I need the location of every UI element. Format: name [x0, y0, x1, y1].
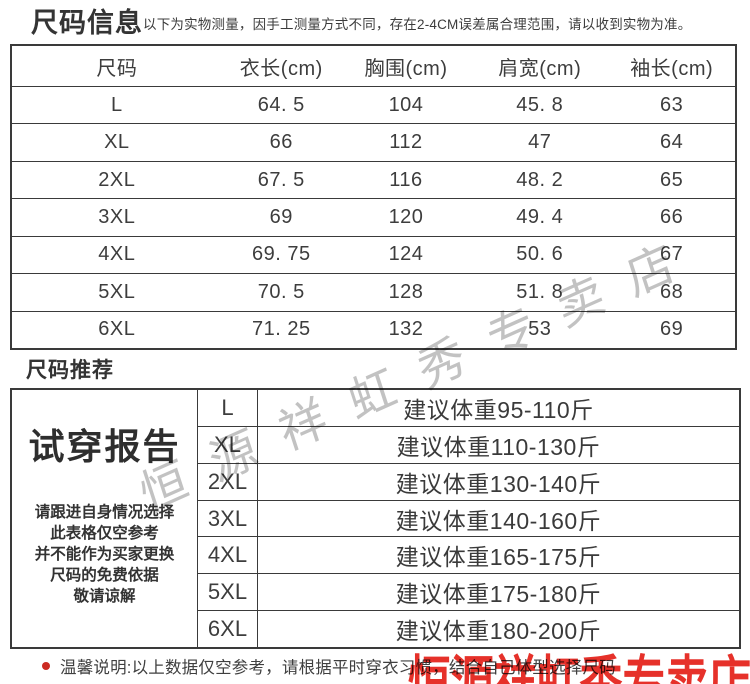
size-cell: 2XL [198, 463, 258, 500]
length-cell: 69. 75 [251, 243, 311, 266]
size-cell: 2XL [98, 168, 136, 191]
tryon-report-title: 试穿报告 [28, 426, 181, 467]
column-header: 肩宽(cm) [498, 57, 582, 80]
weight-cell: 建议体重175-180斤 [395, 581, 602, 608]
size-table-header-row: 尺码 衣长(cm) 胸围(cm) 肩宽(cm) 袖长(cm) [12, 46, 735, 87]
footer-note-text: 温馨说明:以上数据仅空参考，请根据平时穿衣习惯，结合自己体型选择尺码 [60, 659, 616, 677]
chest-cell: 132 [388, 318, 424, 341]
recommend-rows: L 建议体重95-110斤 XL 建议体重110-130斤 2XL 建议体重13… [198, 390, 739, 648]
sleeve-cell: 69 [660, 318, 684, 341]
note-line: 请跟进自身情况选择 [34, 504, 175, 521]
weight-cell: 建议体重130-140斤 [395, 470, 602, 497]
table-row: 4XL 69. 75 124 50. 6 67 [12, 237, 735, 275]
size-cell: 4XL [98, 243, 136, 266]
shoulder-cell: 48. 2 [516, 168, 564, 191]
weight-cell: 建议体重165-175斤 [395, 544, 602, 571]
weight-cell: 建议体重95-110斤 [403, 396, 594, 423]
table-row: XL 66 112 47 64 [12, 124, 735, 162]
length-cell: 67. 5 [257, 168, 305, 191]
table-row: 3XL 69 120 49. 4 66 [12, 199, 735, 237]
shoulder-cell: 51. 8 [516, 280, 564, 303]
recommend-heading: 尺码推荐 [26, 359, 114, 382]
chest-cell: 128 [388, 280, 424, 303]
table-row: 6XL 建议体重180-200斤 [198, 611, 739, 648]
column-header: 袖长(cm) [630, 57, 714, 80]
size-cell: XL [198, 426, 258, 463]
size-cell: 5XL [198, 574, 258, 611]
length-cell: 71. 25 [251, 318, 311, 341]
shoulder-cell: 49. 4 [516, 205, 564, 228]
weight-cell: 建议体重140-160斤 [395, 507, 602, 534]
size-cell: L [111, 93, 123, 116]
chest-cell: 112 [389, 131, 423, 154]
shoulder-cell: 47 [528, 131, 552, 154]
size-cell: 5XL [98, 280, 136, 303]
table-row: 2XL 67. 5 116 48. 2 65 [12, 162, 735, 200]
weight-cell: 建议体重110-130斤 [396, 433, 601, 460]
sleeve-cell: 63 [660, 93, 684, 116]
chest-cell: 116 [389, 168, 423, 191]
size-recommend-table: 试穿报告 请跟进自身情况选择 此表格仅空参考 并不能作为买家更换 尺码的免费依据… [10, 388, 741, 649]
length-cell: 70. 5 [257, 280, 305, 303]
note-line: 并不能作为买家更换 [34, 546, 175, 563]
table-row: 5XL 建议体重175-180斤 [198, 574, 739, 612]
weight-cell: 建议体重180-200斤 [395, 618, 602, 645]
note-line: 尺码的免费依据 [50, 567, 159, 584]
footer-note: 温馨说明:以上数据仅空参考，请根据平时穿衣习惯，结合自己体型选择尺码 [42, 654, 616, 678]
chest-cell: 120 [388, 205, 424, 228]
note-line: 此表格仅空参考 [50, 525, 159, 542]
length-cell: 69 [269, 205, 293, 228]
sleeve-cell: 68 [660, 280, 684, 303]
shoulder-cell: 50. 6 [516, 243, 564, 266]
table-row: L 64. 5 104 45. 8 63 [12, 87, 735, 125]
chest-cell: 104 [388, 93, 424, 116]
shoulder-cell: 45. 8 [516, 93, 564, 116]
table-row: XL 建议体重110-130斤 [198, 426, 739, 464]
size-measurement-table: 尺码 衣长(cm) 胸围(cm) 肩宽(cm) 袖长(cm) L 64. 5 1… [10, 44, 737, 350]
size-cell: 6XL [98, 318, 136, 341]
sleeve-cell: 67 [660, 243, 684, 266]
size-cell: 3XL [198, 500, 258, 537]
size-cell: 4XL [198, 537, 258, 574]
shoulder-cell: 53 [528, 318, 552, 341]
table-row: L 建议体重95-110斤 [198, 390, 739, 427]
tryon-report-note: 请跟进自身情况选择 此表格仅空参考 并不能作为买家更换 尺码的免费依据 敬请谅解 [35, 502, 175, 607]
table-row: 5XL 70. 5 128 51. 8 68 [12, 274, 735, 312]
sleeve-cell: 66 [660, 205, 684, 228]
size-cell: 6XL [198, 611, 258, 648]
table-row: 6XL 71. 25 132 53 69 [12, 312, 735, 348]
size-cell: XL [104, 131, 130, 154]
size-cell: L [198, 390, 258, 426]
table-row: 3XL 建议体重140-160斤 [198, 500, 739, 538]
column-header: 衣长(cm) [239, 57, 323, 80]
sleeve-cell: 64 [660, 131, 684, 154]
length-cell: 66 [269, 131, 293, 154]
tryon-report-cell: 试穿报告 请跟进自身情况选择 此表格仅空参考 并不能作为买家更换 尺码的免费依据… [12, 390, 198, 647]
note-line: 敬请谅解 [73, 588, 136, 605]
table-row: 4XL 建议体重165-175斤 [198, 537, 739, 575]
column-header: 胸围(cm) [364, 57, 448, 80]
chest-cell: 124 [388, 243, 424, 266]
page-title: 尺码信息 [31, 8, 143, 38]
size-cell: 3XL [98, 205, 136, 228]
column-header: 尺码 [96, 57, 138, 80]
table-row: 2XL 建议体重130-140斤 [198, 463, 739, 501]
bullet-icon [42, 662, 50, 670]
sleeve-cell: 65 [660, 168, 684, 191]
page-subtitle: 以下为实物测量，因手工测量方式不同，存在2-4CM误差属合理范围，请以收到实物为… [143, 17, 692, 32]
length-cell: 64. 5 [257, 93, 305, 116]
